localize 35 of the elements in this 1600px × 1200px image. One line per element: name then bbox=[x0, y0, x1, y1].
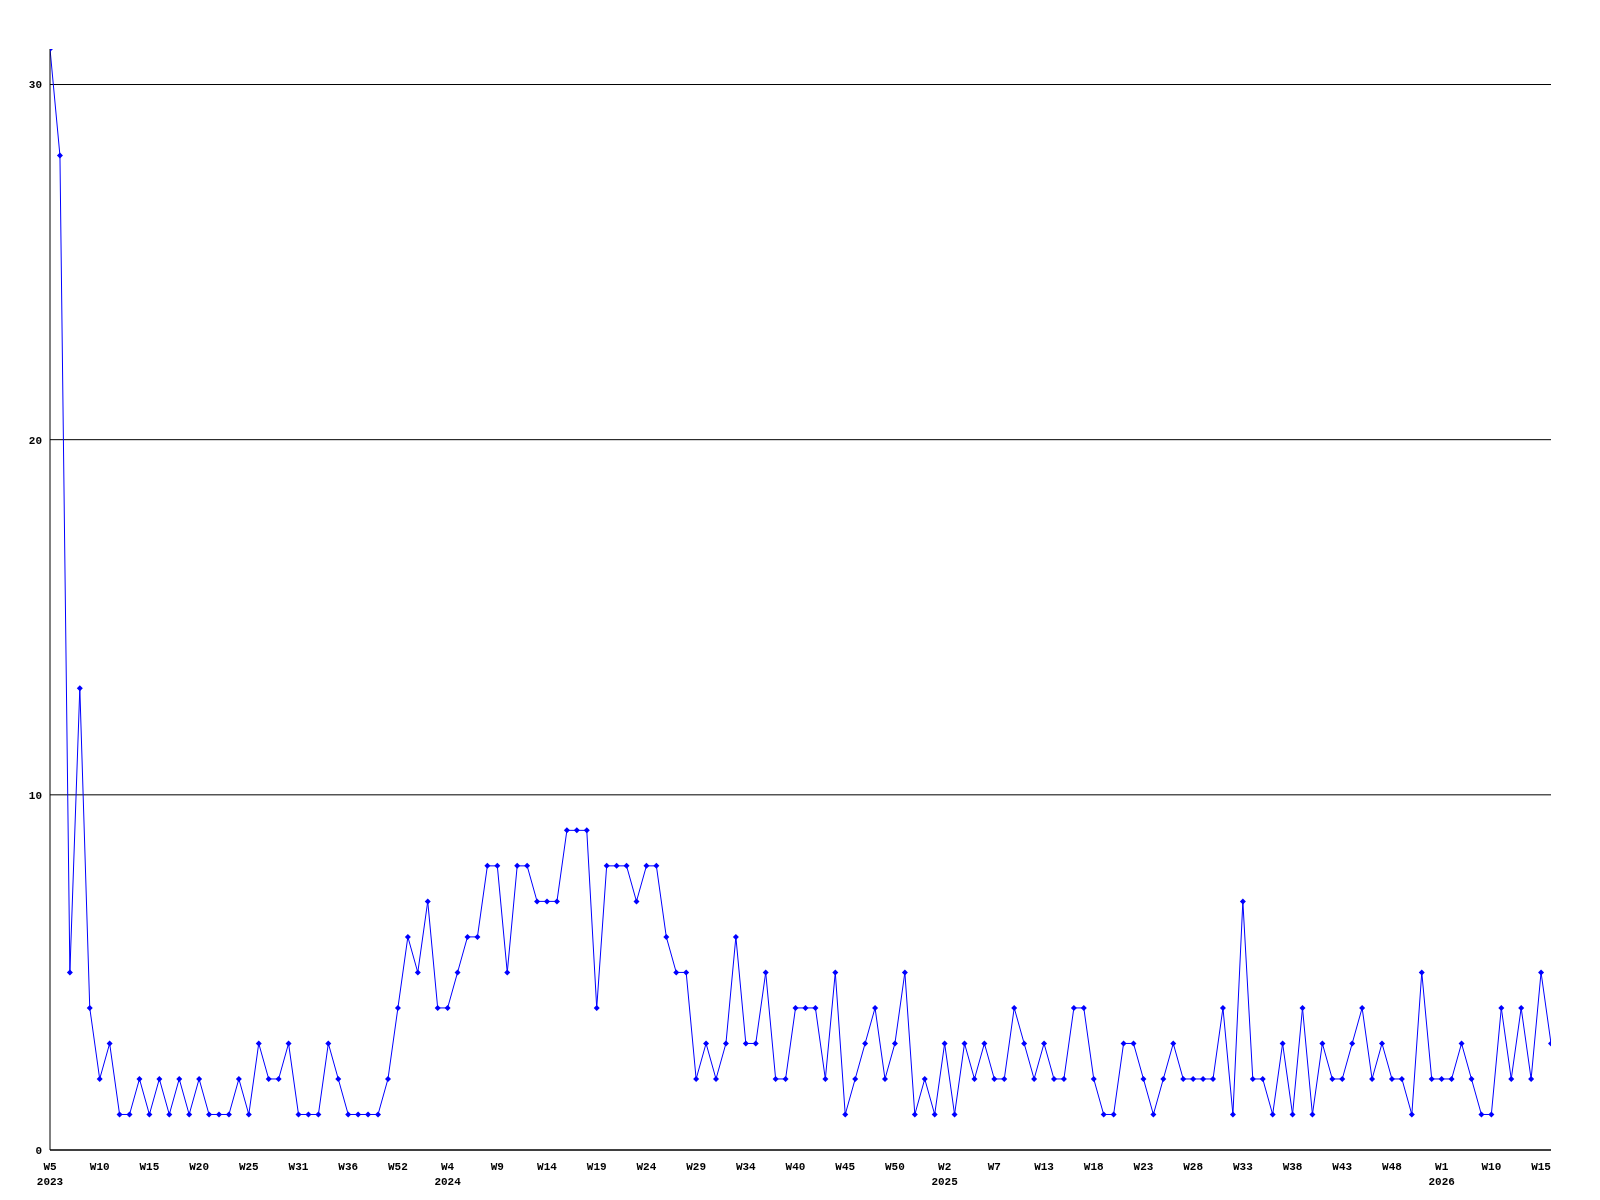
x-tick-label: W24 bbox=[636, 1161, 657, 1173]
x-tick-label: W14 bbox=[537, 1161, 558, 1173]
x-tick-label: W4 2024 bbox=[434, 1161, 462, 1188]
x-tick-label: W23 bbox=[1133, 1161, 1154, 1173]
x-tick-label: W31 bbox=[288, 1161, 309, 1173]
x-tick-label: W28 bbox=[1183, 1161, 1204, 1173]
x-tick-label: W15 bbox=[1531, 1161, 1552, 1173]
x-tick-label: W29 bbox=[686, 1161, 707, 1173]
x-tick-label: W10 bbox=[89, 1161, 110, 1173]
x-tick-label: W7 bbox=[987, 1161, 1001, 1173]
x-tick-label: W45 bbox=[835, 1161, 856, 1173]
x-tick-label: W43 bbox=[1332, 1161, 1353, 1173]
x-tick-label: W1 2026 bbox=[1428, 1161, 1455, 1188]
x-tick-label: W2 2025 bbox=[931, 1161, 959, 1188]
x-tick-label: W33 bbox=[1232, 1161, 1254, 1173]
x-tick-label: W40 bbox=[785, 1161, 806, 1173]
x-tick-label: W25 bbox=[238, 1161, 260, 1173]
y-tick-label: 20 bbox=[28, 434, 42, 447]
x-tick-label: W50 bbox=[885, 1161, 905, 1173]
x-tick-label: W19 bbox=[586, 1161, 607, 1173]
x-tick-label: W48 bbox=[1382, 1161, 1403, 1173]
x-tick-label: W10 bbox=[1481, 1161, 1502, 1173]
x-tick-label: W52 bbox=[388, 1161, 408, 1173]
x-tick-label: W13 bbox=[1034, 1161, 1055, 1173]
x-tick-label: W18 bbox=[1083, 1161, 1105, 1173]
x-tick-label: W36 bbox=[338, 1161, 359, 1173]
x-tick-label: W38 bbox=[1282, 1161, 1303, 1173]
y-tick-label: 10 bbox=[28, 789, 42, 802]
y-tick-label: 30 bbox=[28, 79, 42, 92]
x-tick-label: W9 bbox=[490, 1161, 504, 1173]
x-tick-label: W34 bbox=[735, 1161, 757, 1173]
y-tick-label: 0 bbox=[35, 1144, 42, 1157]
x-tick-label: W15 bbox=[139, 1161, 160, 1173]
x-tick-label: W20 bbox=[189, 1161, 210, 1173]
x-tick-label: W5 2023 bbox=[36, 1161, 64, 1188]
